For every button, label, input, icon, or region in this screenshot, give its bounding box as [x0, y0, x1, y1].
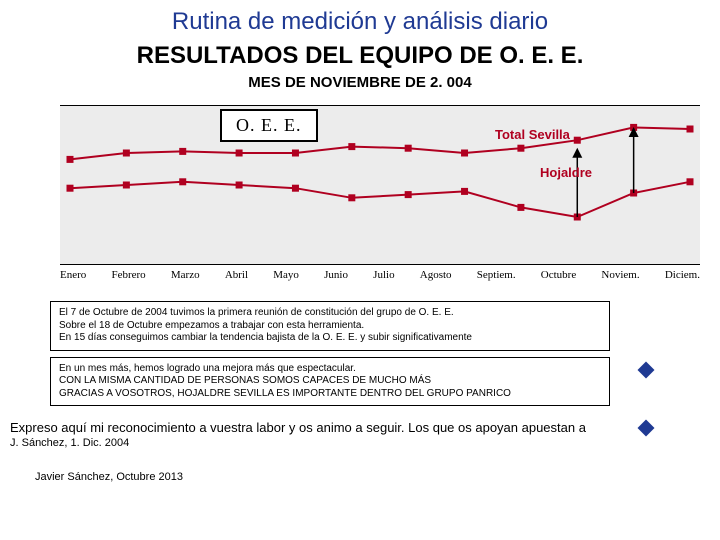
x-tick-label: Diciem. — [665, 269, 700, 281]
x-tick-label: Mayo — [273, 269, 299, 281]
oee-chart: O. E. E. Enero Febrero Marzo Abril Mayo Junio… — [10, 95, 710, 295]
x-tick-label: Abril — [225, 269, 248, 281]
closing-text: Expreso aquí mi reconocimiento a vuestra… — [10, 420, 720, 435]
x-tick-label: Enero — [60, 269, 86, 281]
series-label: Hojaldre — [540, 165, 592, 180]
chart-legend: O. E. E. — [220, 109, 318, 142]
x-tick-label: Julio — [373, 269, 394, 281]
note-line: En 15 días conseguimos cambiar la tenden… — [59, 332, 601, 345]
series-label: Total Sevilla — [495, 127, 570, 142]
month-line: MES DE NOVIEMBRE DE 2. 004 — [0, 74, 720, 91]
x-tick-label: Noviem. — [601, 269, 639, 281]
x-tick-label: Febrero — [111, 269, 145, 281]
x-tick-label: Junio — [324, 269, 348, 281]
note-line: CON LA MISMA CANTIDAD DE PERSONAS SOMOS … — [59, 375, 601, 388]
note-box-2: En un mes más, hemos logrado una mejora … — [50, 357, 610, 407]
chart-svg — [10, 95, 710, 295]
x-axis: Enero Febrero Marzo Abril Mayo Junio Julio Agos… — [60, 269, 700, 281]
note-line: GRACIAS A VOSOTROS, HOJALDRE SEVILLA ES … — [59, 388, 601, 401]
page-subtitle: RESULTADOS DEL EQUIPO DE O. E. E. — [0, 42, 720, 70]
diamond-icon — [638, 362, 655, 379]
x-tick-label: Octubre — [541, 269, 576, 281]
note-box-1: El 7 de Octubre de 2004 tuvimos la prime… — [50, 301, 610, 351]
note-line: Sobre el 18 de Octubre empezamos a traba… — [59, 320, 601, 333]
note-line: En un mes más, hemos logrado una mejora … — [59, 363, 601, 376]
footer-text: Javier Sánchez, Octubre 2013 — [35, 471, 720, 483]
signature: J. Sánchez, 1. Dic. 2004 — [10, 437, 720, 449]
x-tick-label: Marzo — [171, 269, 200, 281]
note-line: El 7 de Octubre de 2004 tuvimos la prime… — [59, 307, 601, 320]
page-title: Rutina de medición y análisis diario — [0, 0, 720, 36]
x-tick-label: Septiem. — [477, 269, 516, 281]
x-tick-label: Agosto — [420, 269, 452, 281]
